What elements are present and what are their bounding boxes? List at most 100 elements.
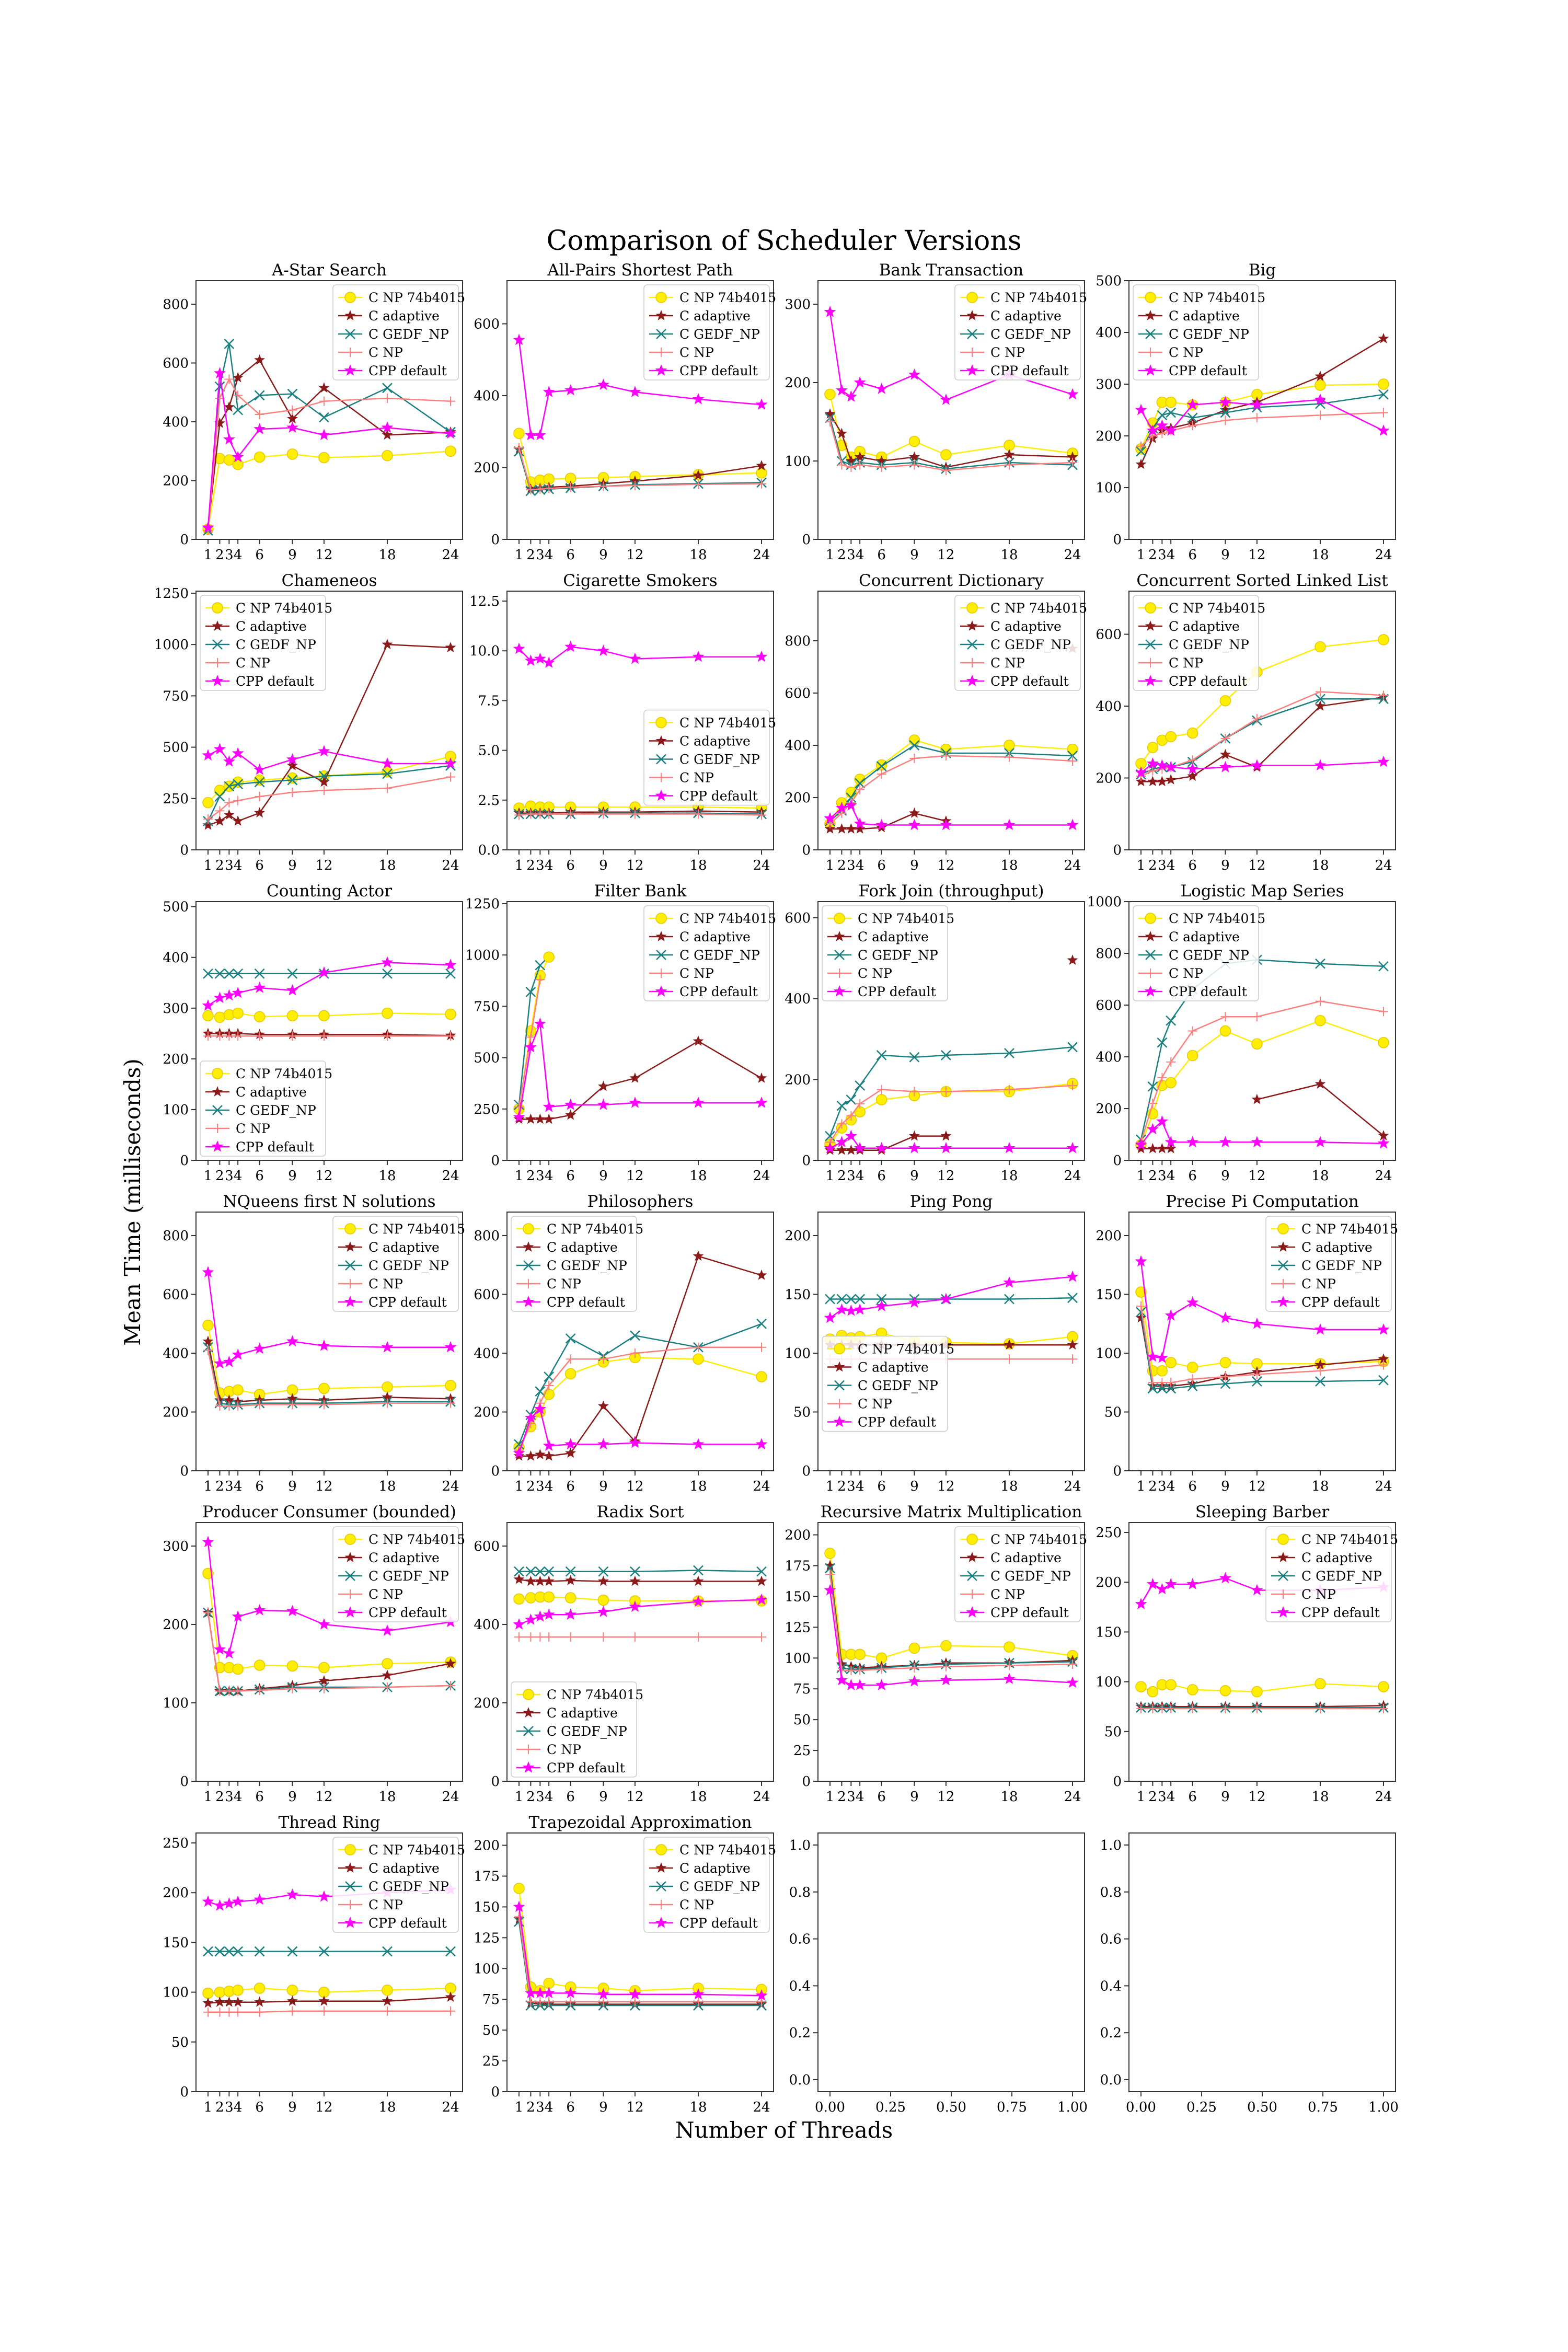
legend-label: CPP default	[679, 789, 758, 804]
y-tick-label: 100	[1096, 1675, 1122, 1690]
y-tick-label: 250	[474, 1102, 500, 1117]
y-tick-label: 0.4	[789, 1978, 811, 1994]
data-point	[854, 376, 866, 388]
series-cpp-default	[513, 640, 768, 668]
series-c-adaptive	[202, 639, 456, 830]
data-point	[446, 1031, 455, 1041]
y-tick-label: 250	[1096, 1525, 1122, 1541]
data-point	[566, 1632, 575, 1642]
legend-label: CPP default	[368, 1916, 447, 1931]
data-point	[1187, 1704, 1197, 1714]
x-tick-label: 4	[856, 858, 864, 873]
legend-frame	[332, 1216, 459, 1312]
legend-label: C adaptive	[368, 1240, 440, 1255]
x-tick-label: 2	[526, 1479, 535, 1494]
data-point	[224, 798, 234, 808]
legend-marker	[1146, 658, 1155, 667]
data-point	[1186, 1578, 1198, 1589]
data-point	[214, 1011, 226, 1023]
subplot-title: Counting Actor	[267, 882, 392, 901]
data-point	[1147, 1383, 1158, 1394]
series-c-np	[825, 1080, 1077, 1147]
legend-marker	[1146, 969, 1155, 978]
x-tick-label: 24	[442, 1789, 459, 1805]
data-point	[445, 1991, 456, 2002]
data-point	[908, 1675, 920, 1687]
x-tick-label: 2	[1148, 1789, 1157, 1805]
data-point	[255, 1400, 264, 1410]
data-point	[598, 1566, 609, 1577]
x-tick-label: 3	[536, 1789, 545, 1805]
data-point	[692, 1595, 705, 1607]
data-point	[1251, 1136, 1263, 1148]
data-point	[1067, 1042, 1078, 1053]
legend: C NP 74b4015 C adaptive C GEDF_NP C NP CPP d…	[1133, 905, 1265, 1001]
x-tick-label: 4	[1167, 858, 1175, 873]
data-point	[1378, 961, 1389, 972]
data-point	[854, 1679, 866, 1690]
data-point	[202, 1895, 214, 1907]
y-tick-label: 200	[163, 1617, 189, 1633]
data-point	[203, 1946, 213, 1957]
legend-label: C NP 74b4015	[679, 290, 776, 305]
legend-label: C NP 74b4015	[368, 1532, 465, 1547]
data-point	[1186, 1684, 1198, 1696]
data-point	[630, 1997, 640, 2007]
x-tick-label: 24	[753, 547, 770, 563]
data-point	[629, 1600, 641, 1612]
legend-label: C NP 74b4015	[547, 1687, 643, 1702]
y-tick-label: 600	[1096, 627, 1122, 643]
x-tick-label: 3	[536, 1479, 545, 1494]
legend-marker	[524, 1745, 533, 1754]
y-tick-label: 600	[163, 356, 189, 372]
y-tick-label: 600	[474, 1287, 500, 1303]
data-point	[543, 1113, 555, 1124]
data-point	[543, 1608, 555, 1620]
data-point	[382, 1669, 393, 1680]
x-tick-label: 12	[315, 1789, 332, 1805]
legend-label: C NP 74b4015	[990, 290, 1087, 305]
subplot-title: Cigarette Smokers	[563, 571, 717, 590]
y-tick-label: 400	[474, 1346, 500, 1362]
data-point	[940, 1142, 952, 1154]
legend-label: C adaptive	[236, 619, 307, 634]
data-point	[214, 1357, 226, 1369]
data-point	[202, 1997, 214, 2008]
x-tick-label: 9	[910, 858, 919, 873]
legend-label: C NP	[368, 1587, 403, 1602]
data-point	[756, 1575, 767, 1586]
data-point	[444, 427, 457, 439]
x-tick-label: 1	[204, 2100, 213, 2115]
legend-label: CPP default	[1169, 674, 1247, 689]
legend-marker	[833, 985, 846, 997]
legend-label: C adaptive	[679, 1861, 751, 1876]
series-cpp-default	[1135, 1115, 1390, 1150]
data-point	[1379, 690, 1388, 700]
plot-frame	[1128, 591, 1396, 850]
y-tick-label: 150	[474, 1899, 500, 1915]
data-point	[824, 1584, 836, 1596]
data-point	[1219, 396, 1231, 408]
data-point	[845, 823, 857, 834]
x-tick-label: 24	[442, 858, 459, 873]
legend-label: C GEDF_NP	[368, 327, 449, 342]
legend-marker	[523, 1707, 534, 1717]
data-point	[1068, 458, 1077, 467]
y-tick-label: 500	[163, 740, 189, 756]
x-tick-label: 12	[315, 547, 332, 563]
data-point	[254, 354, 266, 365]
data-point	[1067, 1293, 1078, 1304]
data-point	[223, 1394, 235, 1405]
legend: C NP 74b4015 C adaptive C GEDF_NP C NP CPP d…	[643, 1837, 776, 1933]
data-point	[875, 1300, 887, 1311]
legend-marker	[656, 969, 666, 978]
x-tick-label: 9	[288, 2100, 297, 2115]
data-point	[318, 1010, 330, 1022]
x-tick-label: 3	[225, 1479, 234, 1494]
x-tick-label: 24	[442, 1168, 459, 1184]
x-tick-label: 6	[877, 1789, 886, 1805]
data-point	[525, 1592, 537, 1604]
legend-marker	[966, 1552, 978, 1562]
